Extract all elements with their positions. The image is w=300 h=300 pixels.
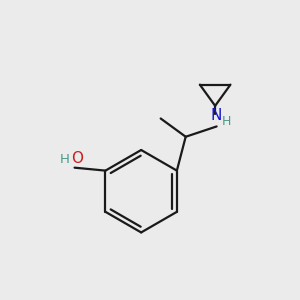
- Text: H: H: [60, 154, 70, 166]
- Text: O: O: [71, 151, 83, 166]
- Text: H: H: [221, 115, 231, 128]
- Text: N: N: [211, 109, 222, 124]
